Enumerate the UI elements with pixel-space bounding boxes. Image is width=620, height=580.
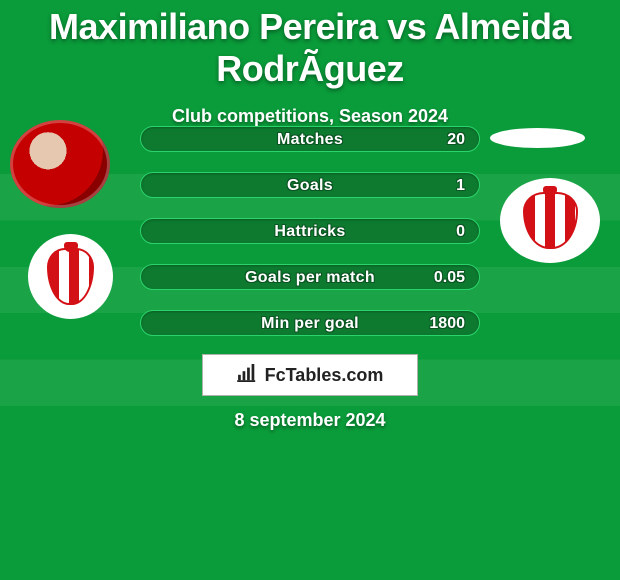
stat-label: Min per goal: [141, 311, 479, 335]
club-crest-left: [28, 234, 113, 319]
shield-icon: [523, 192, 578, 250]
stat-row: Goals 1: [140, 172, 480, 198]
stat-row: Min per goal 1800: [140, 310, 480, 336]
stat-label: Hattricks: [141, 219, 479, 243]
club-crest-right: [500, 178, 600, 263]
shield-icon: [47, 248, 94, 306]
player-avatar-left: [10, 120, 110, 208]
stat-value: 0: [456, 219, 465, 245]
stat-value: 0.05: [434, 265, 465, 291]
subtitle: Club competitions, Season 2024: [0, 106, 620, 127]
generated-date: 8 september 2024: [0, 410, 620, 431]
stat-row: Hattricks 0: [140, 218, 480, 244]
stat-row: Matches 20: [140, 126, 480, 152]
stat-label: Matches: [141, 127, 479, 151]
page-title: Maximiliano Pereira vs Almeida RodrÃ­gue…: [0, 0, 620, 90]
source-badge-link[interactable]: FcTables.com: [202, 354, 418, 396]
stat-value: 1800: [429, 311, 465, 337]
source-badge-text: FcTables.com: [265, 365, 384, 386]
stat-value: 20: [447, 127, 465, 153]
stat-label: Goals: [141, 173, 479, 197]
stats-panel: Matches 20 Goals 1 Hattricks 0 Goals per…: [140, 126, 480, 356]
bar-chart-icon: [237, 364, 259, 387]
stat-value: 1: [456, 173, 465, 199]
stat-row: Goals per match 0.05: [140, 264, 480, 290]
player-avatar-right-placeholder: [490, 128, 585, 148]
stat-label: Goals per match: [141, 265, 479, 289]
